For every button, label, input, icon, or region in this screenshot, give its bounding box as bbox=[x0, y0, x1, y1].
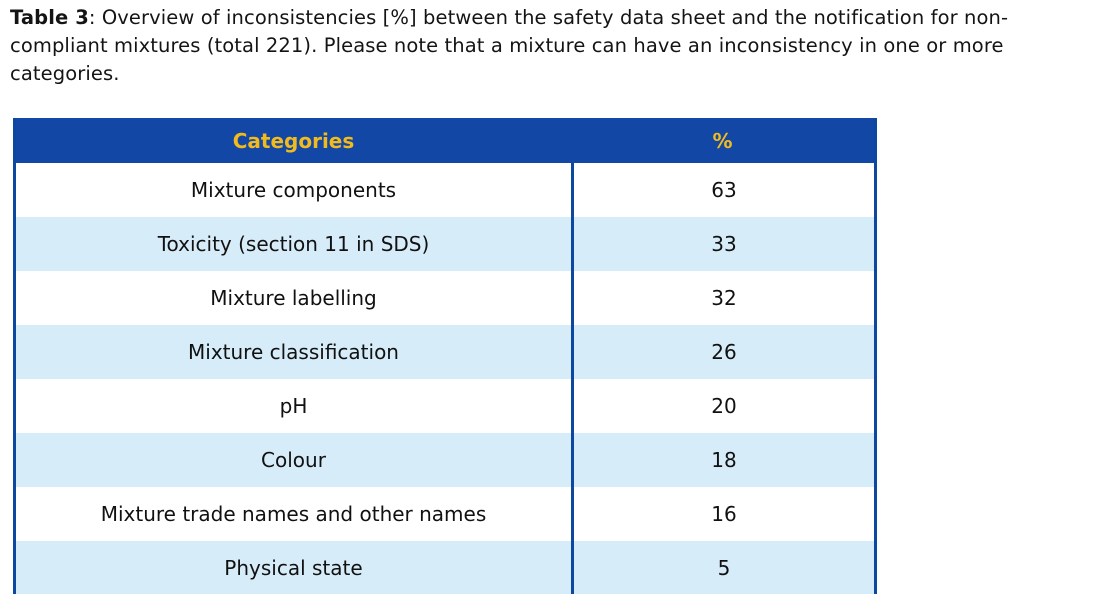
table-row: Physical state 5 bbox=[16, 541, 874, 594]
table-row: Mixture trade names and other names 16 bbox=[16, 487, 874, 541]
table-header-row: Categories % bbox=[16, 118, 874, 163]
table-row: Mixture labelling 32 bbox=[16, 271, 874, 325]
table-row: pH 20 bbox=[16, 379, 874, 433]
category-cell: Colour bbox=[261, 448, 326, 472]
table-caption-label: Table 3 bbox=[10, 6, 89, 29]
percent-cell: 63 bbox=[571, 163, 874, 217]
table-caption-text: : Overview of inconsistencies [%] betwee… bbox=[10, 6, 1009, 85]
category-cell: Mixture classification bbox=[188, 340, 399, 364]
category-cell: Mixture trade names and other names bbox=[100, 502, 487, 526]
table-row: Mixture classification 26 bbox=[16, 325, 874, 379]
category-cell: Toxicity (section 11 in SDS) bbox=[157, 232, 430, 256]
percent-cell: 5 bbox=[571, 541, 874, 594]
column-header-percent: % bbox=[712, 128, 733, 153]
percent-cell: 33 bbox=[571, 217, 874, 271]
category-cell: Mixture components bbox=[190, 178, 397, 202]
percent-cell: 18 bbox=[571, 433, 874, 487]
category-cell: Physical state bbox=[224, 555, 363, 580]
category-cell: Mixture labelling bbox=[210, 286, 377, 310]
percent-cell: 16 bbox=[571, 487, 874, 541]
table-caption: Table 3: Overview of inconsistencies [%]… bbox=[10, 4, 1093, 88]
inconsistencies-table: Categories % Mixture components 63 Toxic… bbox=[13, 118, 877, 594]
table-row: Toxicity (section 11 in SDS) 33 bbox=[16, 217, 874, 271]
table-row: Colour 18 bbox=[16, 433, 874, 487]
percent-cell: 26 bbox=[571, 325, 874, 379]
percent-cell: 20 bbox=[571, 379, 874, 433]
column-header-categories: Categories bbox=[232, 128, 355, 153]
category-cell: pH bbox=[279, 394, 308, 418]
table-row: Mixture components 63 bbox=[16, 163, 874, 217]
percent-cell: 32 bbox=[571, 271, 874, 325]
